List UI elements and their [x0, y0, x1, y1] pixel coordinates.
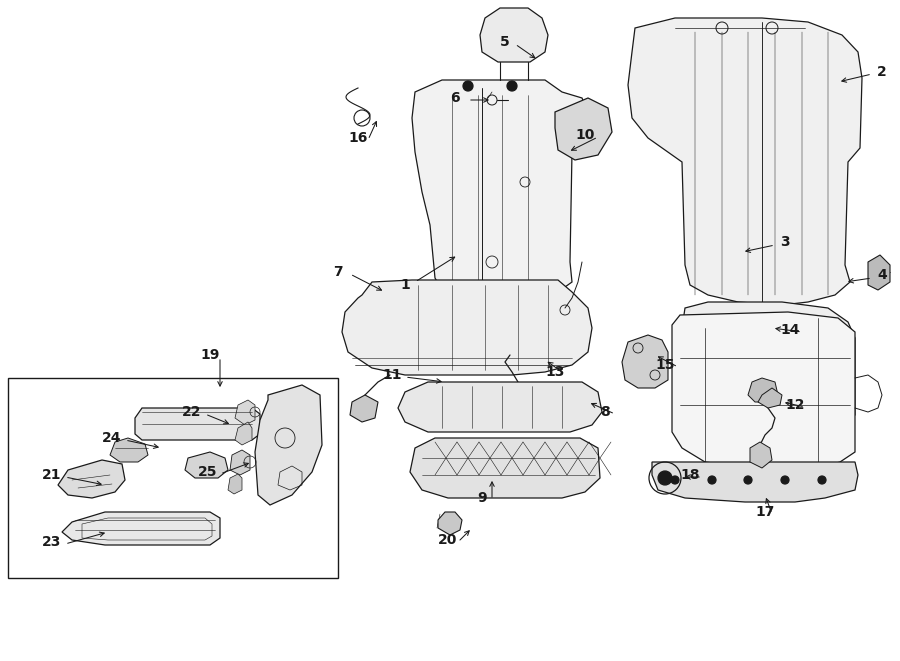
- Polygon shape: [62, 512, 220, 545]
- Polygon shape: [185, 452, 228, 478]
- Polygon shape: [652, 462, 858, 502]
- Circle shape: [818, 476, 826, 484]
- Text: 19: 19: [201, 348, 220, 362]
- Polygon shape: [748, 378, 778, 402]
- Text: 2: 2: [878, 65, 886, 79]
- Polygon shape: [622, 335, 668, 388]
- Circle shape: [781, 476, 789, 484]
- Text: 7: 7: [333, 265, 343, 279]
- Text: 20: 20: [438, 533, 458, 547]
- Text: 18: 18: [680, 468, 700, 482]
- Polygon shape: [438, 512, 462, 535]
- Polygon shape: [410, 438, 600, 498]
- Polygon shape: [868, 255, 890, 290]
- Text: 12: 12: [785, 398, 805, 412]
- Text: 11: 11: [382, 368, 401, 382]
- Text: 21: 21: [42, 468, 62, 482]
- Polygon shape: [412, 80, 588, 310]
- Polygon shape: [350, 395, 378, 422]
- Text: 16: 16: [348, 131, 368, 145]
- Polygon shape: [110, 438, 148, 462]
- Text: 5: 5: [500, 35, 510, 49]
- Polygon shape: [758, 388, 782, 408]
- Polygon shape: [135, 408, 260, 440]
- Polygon shape: [750, 442, 772, 468]
- Polygon shape: [750, 352, 785, 378]
- Text: 22: 22: [182, 405, 202, 419]
- Polygon shape: [555, 98, 612, 160]
- Polygon shape: [255, 385, 322, 505]
- Polygon shape: [235, 400, 255, 425]
- Text: 25: 25: [198, 465, 218, 479]
- Polygon shape: [628, 18, 862, 305]
- Circle shape: [658, 471, 672, 485]
- Text: 23: 23: [42, 535, 62, 549]
- Text: 3: 3: [780, 235, 790, 249]
- Polygon shape: [672, 312, 855, 468]
- Polygon shape: [58, 460, 125, 498]
- Polygon shape: [230, 450, 250, 475]
- Text: 24: 24: [103, 431, 122, 445]
- Text: 17: 17: [755, 505, 775, 519]
- Polygon shape: [480, 8, 548, 62]
- Circle shape: [744, 476, 752, 484]
- Circle shape: [671, 476, 679, 484]
- Polygon shape: [235, 422, 252, 445]
- Text: 9: 9: [477, 491, 487, 505]
- Polygon shape: [228, 474, 242, 494]
- Text: 6: 6: [450, 91, 460, 105]
- Polygon shape: [342, 280, 592, 375]
- Text: 15: 15: [655, 358, 675, 372]
- Text: 8: 8: [600, 405, 610, 419]
- Text: 4: 4: [878, 268, 886, 282]
- Text: 14: 14: [780, 323, 800, 337]
- Text: 1: 1: [400, 278, 410, 292]
- Text: 10: 10: [575, 128, 595, 142]
- Circle shape: [463, 81, 473, 91]
- Bar: [8, 378, 338, 578]
- Polygon shape: [682, 302, 855, 430]
- Polygon shape: [398, 382, 602, 432]
- Text: 13: 13: [545, 365, 564, 379]
- Circle shape: [708, 476, 716, 484]
- Circle shape: [507, 81, 517, 91]
